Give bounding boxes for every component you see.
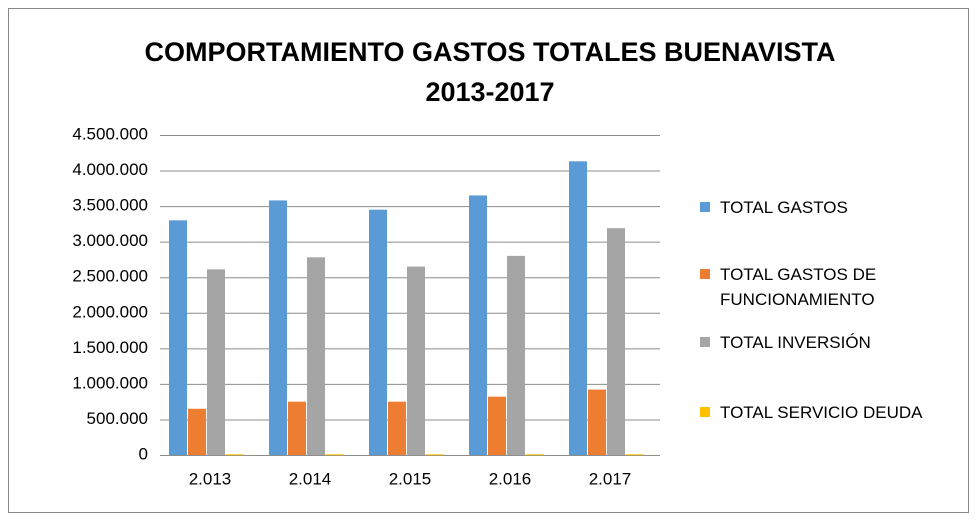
bar bbox=[507, 255, 525, 455]
y-tick-label: 1.500.000 bbox=[72, 338, 148, 357]
bar bbox=[626, 454, 644, 456]
bar bbox=[488, 396, 506, 455]
legend-item: TOTAL GASTOS bbox=[700, 195, 950, 220]
bar bbox=[369, 209, 387, 455]
bar bbox=[188, 408, 206, 455]
legend-item: TOTAL GASTOS DE FUNCIONAMIENTO bbox=[700, 262, 920, 312]
bar bbox=[207, 269, 225, 455]
y-tick-label: 0 bbox=[139, 444, 148, 463]
bar bbox=[607, 228, 625, 455]
bar bbox=[426, 454, 444, 456]
chart-border bbox=[8, 8, 969, 513]
chart-title: COMPORTAMIENTO GASTOS TOTALES BUENAVISTA… bbox=[144, 37, 836, 107]
bar bbox=[269, 200, 287, 455]
legend-swatch bbox=[700, 269, 710, 279]
bar bbox=[569, 161, 587, 456]
y-tick-label: 500.000 bbox=[87, 409, 148, 428]
x-tick-label: 2.016 bbox=[489, 469, 532, 488]
legend-label: TOTAL GASTOS DE FUNCIONAMIENTO bbox=[720, 265, 877, 309]
bar bbox=[288, 401, 306, 455]
legend-label: TOTAL GASTOS bbox=[720, 198, 848, 217]
x-tick-label: 2.017 bbox=[589, 469, 632, 488]
bar bbox=[169, 220, 187, 455]
y-tick-label: 3.500.000 bbox=[72, 196, 148, 215]
legend-swatch bbox=[700, 202, 710, 212]
x-tick-label: 2.014 bbox=[289, 469, 332, 488]
x-tick-label: 2.013 bbox=[189, 469, 232, 488]
legend-swatch bbox=[700, 337, 710, 347]
y-tick-label: 1.000.000 bbox=[72, 373, 148, 392]
legend-label: TOTAL SERVICIO DEUDA bbox=[720, 403, 923, 422]
bar bbox=[588, 389, 606, 455]
legend-item: TOTAL SERVICIO DEUDA bbox=[700, 400, 950, 425]
x-tick-label: 2.015 bbox=[389, 469, 432, 488]
bar bbox=[388, 401, 406, 455]
bar bbox=[469, 195, 487, 455]
y-tick-label: 3.000.000 bbox=[72, 231, 148, 250]
bar bbox=[326, 454, 344, 456]
bar bbox=[407, 266, 425, 455]
y-tick-label: 2.000.000 bbox=[72, 302, 148, 321]
bar bbox=[226, 454, 244, 456]
bar bbox=[307, 257, 325, 455]
y-tick-label: 4.000.000 bbox=[72, 160, 148, 179]
legend-label: TOTAL INVERSIÓN bbox=[720, 333, 871, 352]
bar bbox=[526, 454, 544, 456]
legend-item: TOTAL INVERSIÓN bbox=[700, 330, 950, 355]
legend-swatch bbox=[700, 407, 710, 417]
y-tick-label: 4.500.000 bbox=[72, 124, 148, 143]
y-tick-label: 2.500.000 bbox=[72, 267, 148, 286]
